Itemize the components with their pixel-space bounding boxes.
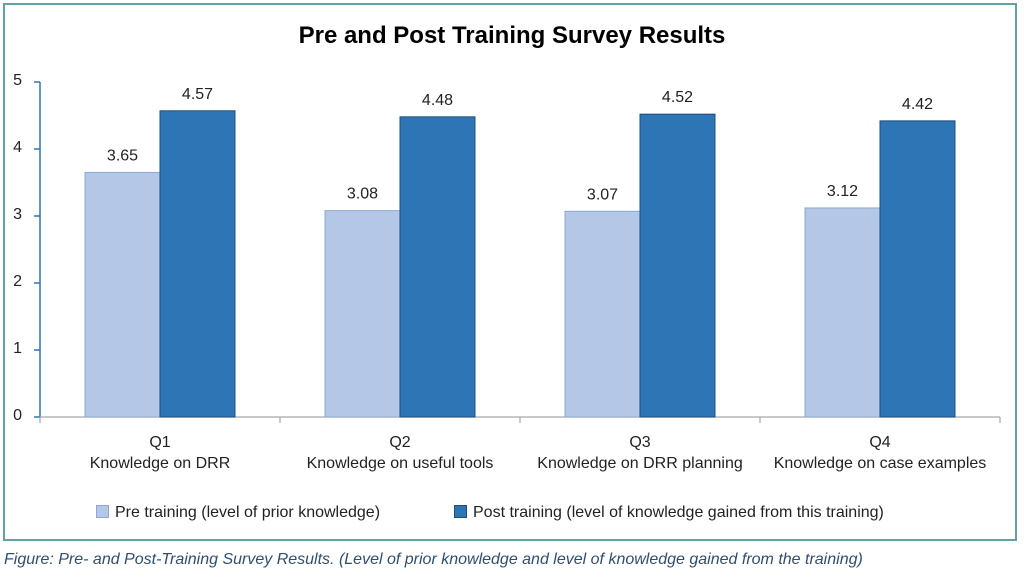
legend-label-pre: Pre training (level of prior knowledge) bbox=[115, 504, 381, 521]
category-code: Q3 bbox=[629, 434, 651, 451]
category-label-q1: Q1 Knowledge on DRR bbox=[40, 432, 280, 474]
y-tick-label: 2 bbox=[13, 273, 22, 290]
category-description: Knowledge on DRR bbox=[89, 455, 231, 472]
data-label: 4.48 bbox=[422, 92, 453, 109]
category-label-q3: Q3 Knowledge on DRR planning bbox=[520, 432, 760, 474]
legend-item-pre: Pre training (level of prior knowledge) bbox=[96, 504, 380, 522]
category-label-q4: Q4 Knowledge on case examples bbox=[760, 432, 1000, 474]
legend-swatch-pre bbox=[96, 505, 109, 519]
y-tick-label: 1 bbox=[13, 340, 22, 357]
data-label: 3.07 bbox=[587, 186, 618, 203]
category-description: Knowledge on case examples bbox=[773, 455, 987, 472]
category-code: Q1 bbox=[149, 434, 171, 451]
legend-label-post: Post training (level of knowledge gained… bbox=[473, 504, 884, 521]
data-label: 3.08 bbox=[347, 186, 378, 203]
bar-pre-q2 bbox=[324, 210, 401, 418]
bar-post-q3 bbox=[639, 113, 716, 418]
category-label-q2: Q2 Knowledge on useful tools bbox=[280, 432, 520, 474]
bar-pre-q4 bbox=[804, 207, 881, 418]
chart-title: Pre and Post Training Survey Results bbox=[298, 22, 726, 49]
bar-pre-q1 bbox=[84, 171, 161, 418]
bar-post-q1 bbox=[159, 110, 236, 418]
category-description: Knowledge on DRR planning bbox=[537, 455, 743, 472]
legend-item-post: Post training (level of knowledge gained… bbox=[454, 504, 884, 522]
data-label: 4.52 bbox=[662, 89, 693, 106]
bar-pre-q3 bbox=[564, 210, 641, 418]
data-label: 4.42 bbox=[902, 96, 933, 113]
y-tick-label: 0 bbox=[13, 407, 22, 424]
y-tick-label: 3 bbox=[13, 206, 22, 223]
data-label: 4.57 bbox=[182, 86, 213, 103]
legend-swatch-post bbox=[454, 505, 467, 519]
category-description: Knowledge on useful tools bbox=[306, 455, 494, 472]
y-tick-label: 5 bbox=[13, 72, 22, 89]
data-label: 3.65 bbox=[107, 147, 138, 164]
bar-post-q2 bbox=[399, 116, 476, 418]
y-tick-label: 4 bbox=[13, 139, 22, 156]
data-label: 3.12 bbox=[827, 183, 858, 200]
bar-post-q4 bbox=[879, 120, 956, 418]
category-code: Q4 bbox=[869, 434, 891, 451]
category-code: Q2 bbox=[389, 434, 411, 451]
figure-caption: Figure: Pre- and Post-Training Survey Re… bbox=[4, 551, 863, 568]
